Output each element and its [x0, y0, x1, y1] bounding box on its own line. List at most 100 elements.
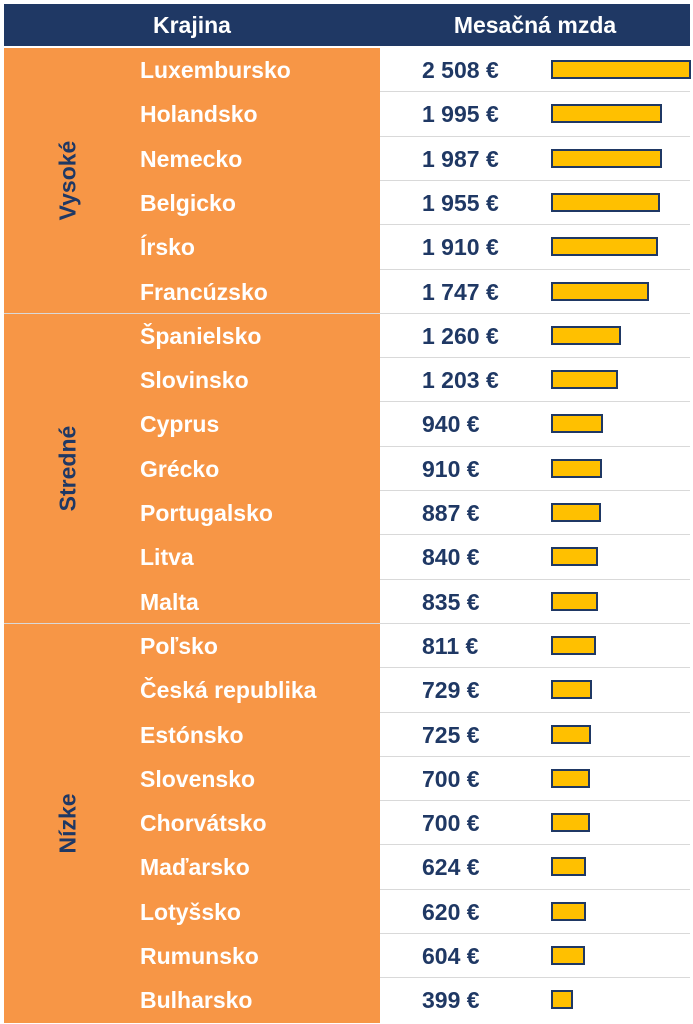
- wage-bar: [551, 768, 590, 788]
- country-name: Lotyšsko: [140, 898, 241, 925]
- country-name: Španielsko: [140, 322, 262, 349]
- wage-bar: [551, 237, 658, 257]
- table-row: Írsko 1 910 €: [4, 225, 690, 269]
- wage-value: 1 747 €: [422, 278, 499, 305]
- country-name: Nemecko: [140, 145, 243, 172]
- wage-value: 811 €: [422, 632, 479, 659]
- table-row: Luxembursko 2 508 €: [4, 48, 691, 92]
- wage-bar: [551, 281, 649, 301]
- row-divider: [380, 490, 690, 491]
- table-header: Krajina Mesačná mzda: [4, 4, 690, 46]
- wage-bar: [551, 813, 590, 833]
- wage-bar: [551, 458, 602, 478]
- country-name: Česká republika: [140, 677, 317, 704]
- row-divider: [380, 401, 690, 403]
- wage-value: 1 987 €: [422, 145, 499, 172]
- wage-bar: [551, 503, 601, 522]
- row-divider: [380, 933, 690, 934]
- table-row: Francúzsko 1 747 €: [4, 270, 690, 314]
- row-divider: [380, 800, 690, 802]
- country-name: Francúzsko: [140, 278, 268, 305]
- row-divider: [380, 268, 690, 270]
- table-row: Malta 835 €: [4, 580, 690, 624]
- wage-value: 604 €: [422, 943, 480, 969]
- wage-bar: [551, 104, 662, 124]
- table-row: Slovinsko 1 203 €: [4, 358, 690, 402]
- table-row: Španielsko 1 260 €: [4, 314, 690, 358]
- wage-value: 940 €: [422, 411, 480, 438]
- group-divider: [4, 312, 380, 314]
- wage-value: 700 €: [422, 765, 480, 792]
- table-row: Litva 840 €: [4, 535, 690, 579]
- country-name: Írsko: [140, 234, 195, 261]
- country-name: Maďarsko: [140, 854, 250, 881]
- country-name: Malta: [140, 588, 199, 615]
- table-row: Estónsko 725 €: [4, 713, 690, 757]
- table-row: Chorvátsko 700 €: [4, 801, 690, 845]
- country-name: Grécko: [140, 455, 220, 482]
- wage-value: 887 €: [422, 500, 480, 526]
- table-row: Belgicko 1 955 €: [4, 181, 690, 225]
- country-column-header: Krajina: [153, 12, 231, 38]
- country-name: Poľsko: [140, 632, 218, 659]
- table-row: Maďarsko 624 €: [4, 845, 690, 889]
- group-block: [4, 48, 380, 314]
- country-name: Slovensko: [140, 765, 256, 792]
- table-row: Poľsko 811 €: [4, 624, 690, 668]
- row-divider: [380, 844, 690, 846]
- table-row: Nemecko 1 987 €: [4, 137, 690, 181]
- country-name: Slovinsko: [140, 367, 249, 394]
- country-name: Portugalsko: [140, 500, 273, 526]
- row-divider: [380, 667, 690, 669]
- row-divider: [380, 135, 690, 137]
- wage-value: 624 €: [422, 854, 480, 881]
- country-name: Estónsko: [140, 721, 244, 748]
- table-row: Cyprus 940 €: [4, 402, 690, 446]
- row-divider: [380, 91, 690, 93]
- wage-bar: [551, 635, 596, 655]
- wage-value: 1 910 €: [422, 234, 499, 261]
- table-row: Slovensko 700 €: [4, 757, 690, 801]
- group-block: [4, 313, 380, 624]
- wage-column-header: Mesačná mzda: [453, 12, 617, 38]
- wage-bar: [551, 724, 591, 744]
- country-name: Belgicko: [140, 189, 236, 216]
- table-row: Bulharsko 399 €: [4, 978, 690, 1022]
- country-name: Rumunsko: [140, 943, 259, 969]
- row-divider: [380, 445, 690, 447]
- group-divider: [4, 622, 380, 624]
- table-row: Holandsko 1 995 €: [4, 92, 690, 136]
- wage-value: 399 €: [422, 987, 480, 1014]
- row-divider: [380, 312, 690, 314]
- country-name: Litva: [140, 544, 194, 571]
- wage-value: 1 995 €: [422, 101, 499, 128]
- wage-value: 620 €: [422, 898, 480, 925]
- wage-value: 700 €: [422, 810, 480, 837]
- country-name: Holandsko: [140, 101, 258, 128]
- wage-value: 1 260 €: [422, 322, 499, 349]
- wage-bar: [551, 946, 585, 965]
- wage-value: 729 €: [422, 677, 480, 704]
- wage-bar: [551, 547, 598, 567]
- table-row: Portugalsko 887 €: [4, 491, 690, 535]
- wage-value: 725 €: [422, 721, 480, 748]
- wage-bar: [551, 192, 660, 212]
- wage-value: 910 €: [422, 455, 480, 482]
- table-row: Lotyšsko 620 €: [4, 890, 690, 934]
- wage-bar: [551, 148, 662, 168]
- country-name: Luxembursko: [140, 57, 291, 83]
- wage-bar: [551, 370, 618, 390]
- wage-bar: [551, 857, 586, 877]
- wage-bar: [551, 901, 586, 921]
- wage-value: 2 508 €: [422, 57, 499, 83]
- row-divider: [380, 755, 690, 757]
- row-divider: [380, 622, 690, 624]
- wage-bar: [551, 60, 691, 79]
- row-divider: [380, 224, 690, 226]
- row-divider: [380, 888, 690, 890]
- table-row: Grécko 910 €: [4, 447, 690, 491]
- wage-bar: [551, 414, 603, 434]
- row-divider: [380, 711, 690, 713]
- country-name: Chorvátsko: [140, 810, 267, 837]
